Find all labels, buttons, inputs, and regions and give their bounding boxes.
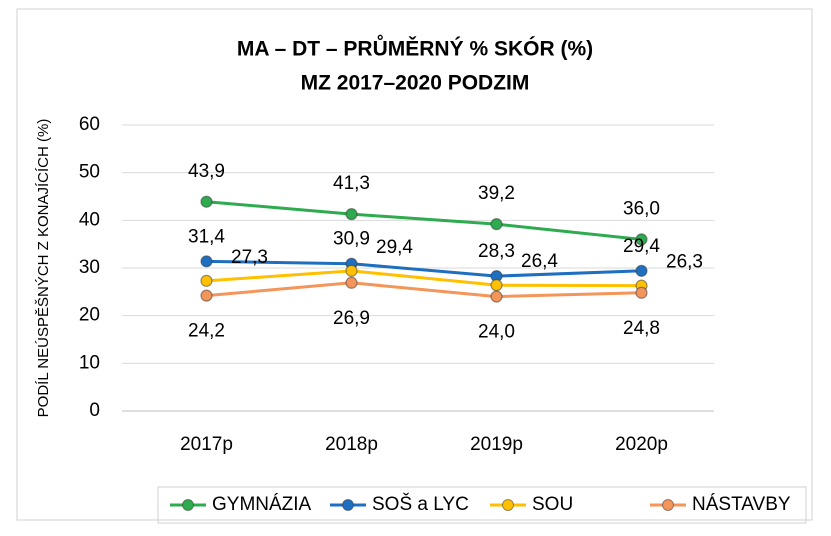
point — [490, 279, 503, 292]
legend-label: SOŠ a LYC — [372, 493, 469, 515]
data-label: 36,0 — [623, 198, 660, 219]
legend-label: GYMNÁZIA — [212, 494, 312, 515]
y-tick-label: 20 — [79, 305, 100, 326]
data-label: 43,9 — [188, 161, 225, 182]
y-tick-label: 50 — [79, 162, 100, 183]
series-line — [206, 281, 642, 299]
data-label: 24,0 — [478, 322, 515, 343]
legend-marker — [502, 499, 514, 511]
point — [490, 218, 503, 231]
data-label: 28,3 — [478, 241, 515, 262]
y-axis-title: PODÍL NEÚSPĚŠNÝCH Z KONAJÍCÍCH (%) — [35, 119, 52, 418]
point — [490, 290, 503, 303]
point — [635, 233, 648, 246]
y-tick-label: 0 — [89, 400, 100, 421]
data-label: 29,4 — [376, 237, 413, 258]
chart-title: MA – DT – PRŮMĚRNÝ % SKÓR (%) — [237, 35, 593, 61]
legend-label: SOU — [532, 494, 573, 515]
data-label: 29,4 — [623, 236, 660, 257]
data-label: 27,3 — [231, 247, 268, 268]
y-tick-label: 40 — [79, 209, 100, 230]
series-line — [206, 259, 642, 278]
point — [200, 274, 213, 287]
point — [200, 255, 213, 268]
point — [345, 208, 358, 221]
data-label: 31,4 — [188, 226, 225, 247]
data-label: 30,9 — [333, 229, 370, 250]
x-tick-label: 2017p — [180, 434, 233, 455]
y-tick-label: 10 — [79, 352, 100, 373]
series-line — [206, 269, 642, 288]
data-label: 24,8 — [623, 318, 660, 339]
chart-subtitle: MZ 2017–2020 PODZIM — [301, 72, 530, 95]
data-label: 26,3 — [666, 252, 703, 273]
legend-label: NÁSTAVBY — [692, 494, 791, 515]
chart-border — [16, 8, 813, 521]
y-tick-label: 30 — [79, 257, 100, 278]
data-label: 24,2 — [188, 321, 225, 342]
data-label: 26,4 — [521, 251, 558, 272]
data-label: 41,3 — [333, 173, 370, 194]
legend-marker — [342, 499, 354, 511]
legend-marker — [662, 499, 674, 511]
point — [635, 264, 648, 277]
x-tick-label: 2019p — [470, 434, 523, 455]
data-label: 39,2 — [478, 183, 515, 204]
y-tick-label: 60 — [79, 114, 100, 135]
series-line — [206, 200, 642, 241]
x-tick-label: 2018p — [325, 434, 378, 455]
point — [345, 276, 358, 289]
x-tick-label: 2020p — [615, 434, 668, 455]
point — [200, 195, 213, 208]
point — [635, 286, 648, 299]
legend-box — [157, 486, 807, 524]
point — [345, 264, 358, 277]
data-label: 26,9 — [333, 308, 370, 329]
point — [200, 289, 213, 302]
legend-marker — [182, 499, 194, 511]
